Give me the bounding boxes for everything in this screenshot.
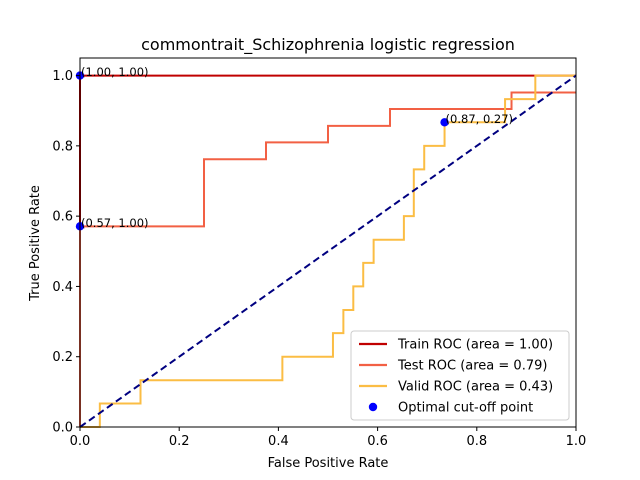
- y-axis-label: True Positive Rate: [28, 185, 43, 302]
- x-tick-label: 0.4: [268, 434, 289, 449]
- y-tick-label: 0.6: [52, 210, 73, 225]
- y-tick-label: 0.0: [52, 421, 73, 436]
- plot-frame: [79, 57, 577, 428]
- series-line-test-roc: [79, 91, 576, 427]
- legend-marker: [368, 402, 378, 412]
- optimal-point-label-2: (0.57, 1.00): [81, 216, 149, 230]
- series-line-valid-roc: [80, 74, 576, 428]
- y-tick-label: 0.8: [52, 139, 73, 154]
- y-tick-label: 1.0: [52, 69, 73, 84]
- legend-entry-label: Optimal cut-off point: [398, 401, 533, 416]
- y-tick-label: 0.4: [52, 280, 73, 295]
- x-axis-label: False Positive Rate: [268, 456, 389, 471]
- x-tick-label: 1.0: [566, 434, 587, 449]
- optimal-point-label-1: (1.00, 1.00): [81, 65, 149, 79]
- x-axis-ticks: 0.0 0.2 0.4 0.6 0.8 1.0: [70, 427, 587, 449]
- y-axis-ticks: 0.0 0.2 0.4 0.6 0.8 1.0: [52, 69, 80, 436]
- x-tick-label: 0.6: [367, 434, 388, 449]
- x-tick-label: 0.8: [466, 434, 487, 449]
- x-tick-label: 0.0: [70, 434, 91, 449]
- y-tick-label: 0.2: [52, 350, 73, 365]
- optimal-point-3: [440, 118, 449, 127]
- optimal-point-label-3: (0.87, 0.27): [446, 112, 514, 126]
- chance-diagonal-line: [79, 74, 577, 428]
- x-tick-label: 0.2: [169, 434, 190, 449]
- point-annotations: (1.00, 1.00) (0.57, 1.00) (0.87, 0.27): [81, 65, 513, 230]
- legend-box: [350, 330, 570, 421]
- legend-entry-label: Valid ROC (area = 0.43): [398, 380, 553, 395]
- legend-entry-label: Train ROC (area = 1.00): [397, 338, 553, 353]
- legend: Train ROC (area = 1.00) Test ROC (area = …: [350, 330, 570, 421]
- legend-entry-label: Test ROC (area = 0.79): [397, 359, 547, 374]
- chart-title: commontrait_Schizophrenia logistic regre…: [141, 35, 515, 55]
